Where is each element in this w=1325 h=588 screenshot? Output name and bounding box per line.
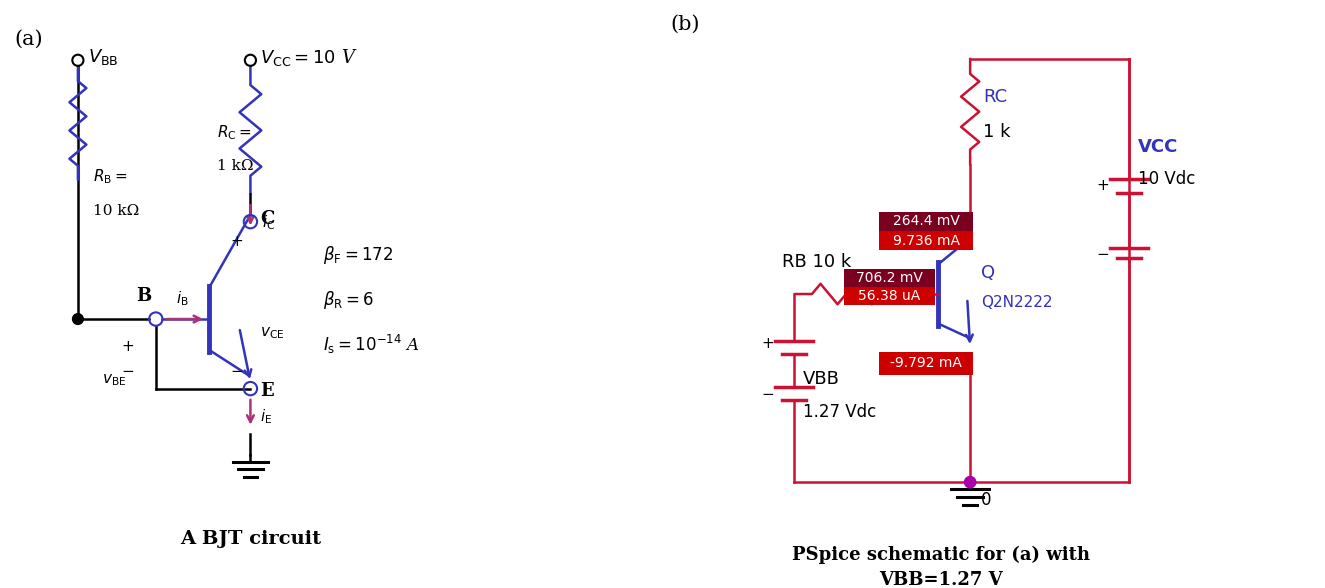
Text: (b): (b) (670, 15, 700, 34)
Text: -9.792 mA: -9.792 mA (890, 356, 962, 370)
Text: 706.2 mV: 706.2 mV (856, 271, 922, 285)
Text: VBB: VBB (803, 370, 840, 388)
Circle shape (73, 314, 83, 324)
Bar (878, 212, 973, 231)
Text: PSpice schematic for (a) with
VBB=1.27 V: PSpice schematic for (a) with VBB=1.27 V (792, 546, 1089, 588)
Text: $\beta_{\mathrm{R}}=6$: $\beta_{\mathrm{R}}=6$ (323, 289, 374, 310)
Bar (844, 287, 935, 305)
Text: VCC: VCC (1138, 138, 1178, 156)
Text: 56.38 uA: 56.38 uA (859, 289, 921, 303)
Text: RC: RC (983, 88, 1007, 106)
Text: 1.27 Vdc: 1.27 Vdc (803, 403, 876, 420)
Text: 10 kΩ: 10 kΩ (94, 203, 139, 218)
Text: 0: 0 (980, 491, 991, 509)
Text: RB 10 k: RB 10 k (782, 253, 851, 270)
Bar (844, 269, 935, 287)
Text: $R_{\mathrm{B}}=$: $R_{\mathrm{B}}=$ (94, 168, 129, 186)
Text: $i_{\mathrm{C}}$: $i_{\mathrm{C}}$ (261, 213, 274, 232)
Text: 264.4 mV: 264.4 mV (893, 215, 959, 228)
Text: $+$: $+$ (1096, 178, 1109, 193)
Text: $-$: $-$ (231, 362, 242, 377)
Text: $i_{\mathrm{B}}$: $i_{\mathrm{B}}$ (176, 289, 188, 308)
Text: 10 Vdc: 10 Vdc (1138, 171, 1195, 188)
Circle shape (965, 477, 975, 487)
Text: A BJT circuit: A BJT circuit (180, 530, 321, 548)
Bar (878, 231, 973, 250)
Text: $-$: $-$ (761, 385, 774, 400)
Text: $v_{\mathrm{CE}}$: $v_{\mathrm{CE}}$ (261, 325, 285, 341)
Text: 9.736 mA: 9.736 mA (893, 234, 959, 248)
Text: $V_{\mathrm{BB}}$: $V_{\mathrm{BB}}$ (87, 48, 119, 68)
Text: Q2N2222: Q2N2222 (980, 295, 1052, 310)
Text: $V_{\mathrm{CC}}=10$ V: $V_{\mathrm{CC}}=10$ V (261, 47, 358, 68)
Text: $I_{\mathrm{s}}=10^{-14}$ A: $I_{\mathrm{s}}=10^{-14}$ A (323, 333, 420, 356)
Bar (878, 352, 973, 375)
Text: $\beta_{\mathrm{F}}=172$: $\beta_{\mathrm{F}}=172$ (323, 244, 394, 266)
Text: Q: Q (980, 265, 995, 282)
Text: $R_{\mathrm{C}}=$: $R_{\mathrm{C}}=$ (217, 123, 252, 142)
Text: 1 kΩ: 1 kΩ (217, 159, 253, 173)
Text: $i_{\mathrm{E}}$: $i_{\mathrm{E}}$ (261, 407, 273, 426)
Text: (a): (a) (13, 29, 42, 49)
Text: $-$: $-$ (122, 362, 135, 377)
Text: $-$: $-$ (1096, 245, 1109, 260)
Text: $+$: $+$ (231, 233, 242, 249)
Text: $+$: $+$ (761, 336, 774, 352)
Text: $+$: $+$ (122, 339, 135, 355)
Text: B: B (136, 287, 151, 305)
Text: E: E (261, 382, 274, 400)
Text: C: C (261, 210, 274, 228)
Text: $v_{\mathrm{BE}}$: $v_{\mathrm{BE}}$ (102, 372, 126, 388)
Text: 1 k: 1 k (983, 123, 1011, 141)
